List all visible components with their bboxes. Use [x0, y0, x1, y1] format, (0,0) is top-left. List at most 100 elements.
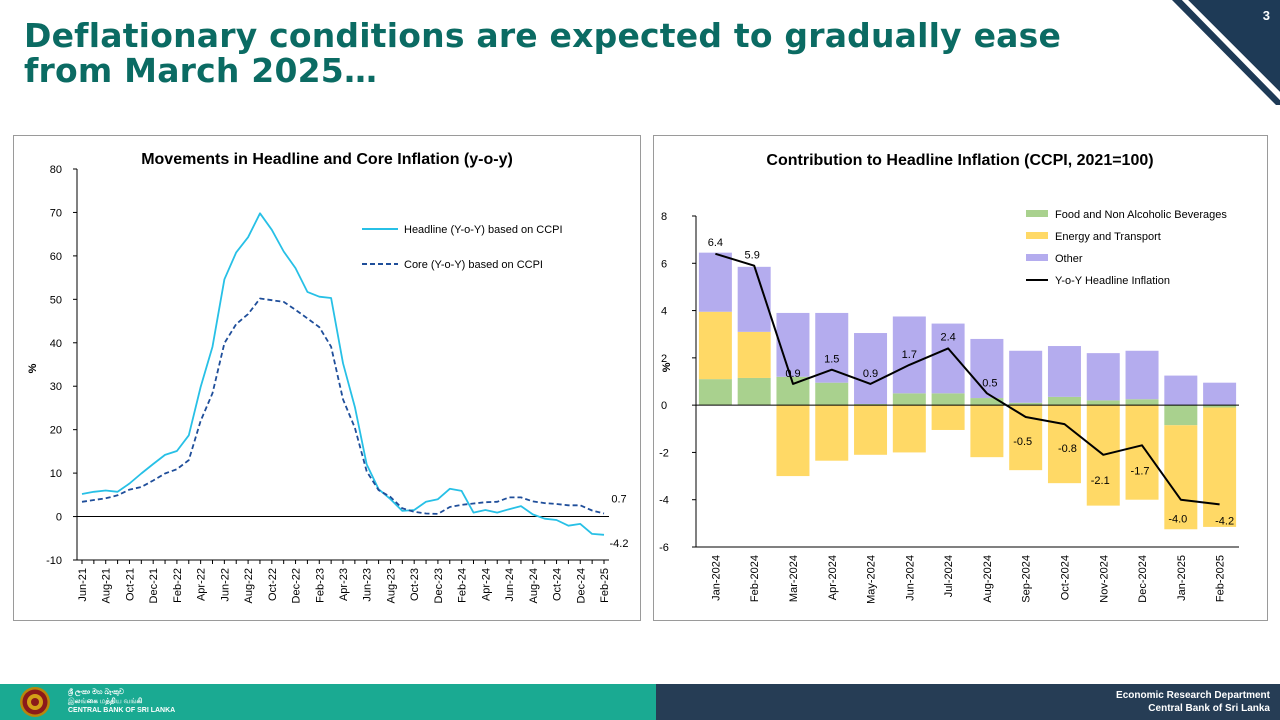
energy-bar — [1125, 405, 1159, 500]
yoy-data-label: -4.2 — [1215, 515, 1234, 527]
other-bar — [1203, 382, 1237, 406]
x-tick-label: Feb-25 — [599, 568, 611, 603]
x-tick-label: Dec-22 — [291, 568, 303, 603]
x-tick-label: Oct-21 — [124, 568, 136, 601]
x-tick-label: Apr-23 — [338, 568, 350, 601]
y-tick-label: 0 — [56, 512, 62, 524]
yoy-data-label: -0.8 — [1058, 443, 1077, 455]
legend-label: Y-o-Y Headline Inflation — [1055, 275, 1170, 287]
core-line — [81, 297, 605, 515]
legend-swatch — [1026, 210, 1048, 217]
end-value-label: 0.7 — [611, 494, 626, 506]
energy-bar — [698, 311, 732, 380]
contribution-chart-panel: Contribution to Headline Inflation (CCPI… — [653, 135, 1268, 621]
x-tick-label: Oct-2024 — [1059, 555, 1071, 600]
energy-bar — [854, 405, 888, 455]
x-tick-label: Jul-2024 — [943, 555, 955, 597]
footer-department-band: Economic Research Department Central Ban… — [656, 684, 1280, 720]
legend-label: Energy and Transport — [1055, 231, 1161, 243]
yoy-data-label: -0.5 — [1013, 436, 1032, 448]
organization-name: Central Bank of Sri Lanka — [1148, 703, 1270, 714]
chart-title: Movements in Headline and Core Inflation… — [141, 151, 513, 168]
x-tick-label: Apr-22 — [196, 568, 208, 601]
other-bar — [698, 252, 732, 312]
x-tick-label: Nov-2024 — [1098, 555, 1110, 603]
food-bar — [892, 393, 926, 406]
y-tick-label: 6 — [661, 258, 667, 270]
food-bar — [1047, 396, 1081, 406]
legend-label: Headline (Y-o-Y) based on CCPI — [404, 224, 563, 236]
energy-bar — [1047, 405, 1081, 484]
yoy-data-label: -1.7 — [1131, 465, 1150, 477]
y-tick-label: 20 — [50, 425, 62, 437]
x-tick-label: Apr-2024 — [827, 555, 839, 600]
energy-bar — [931, 405, 965, 430]
x-tick-label: Feb-24 — [457, 568, 469, 603]
energy-bar — [1164, 425, 1198, 530]
contribution-to-headline-inflation-chart: Contribution to Headline Inflation (CCPI… — [659, 152, 1239, 604]
food-bar — [931, 393, 965, 406]
x-tick-label: Feb-2024 — [749, 555, 761, 602]
x-tick-label: Jun-23 — [362, 568, 374, 602]
x-tick-label: Feb-23 — [314, 568, 326, 603]
other-bar — [892, 316, 926, 394]
energy-bar — [1203, 407, 1237, 527]
other-bar — [1009, 350, 1043, 403]
x-tick-label: Dec-23 — [433, 568, 445, 603]
x-tick-label: Feb-22 — [172, 568, 184, 603]
x-tick-label: Mar-2024 — [788, 555, 800, 602]
yoy-headline-line — [715, 252, 1220, 506]
y-tick-label: 40 — [50, 338, 62, 350]
legend-swatch — [1026, 254, 1048, 261]
yoy-data-label: -2.1 — [1091, 475, 1110, 487]
bank-name-english: CENTRAL BANK OF SRI LANKA — [68, 707, 176, 714]
food-bar — [970, 398, 1004, 406]
yoy-data-label: -4.0 — [1168, 514, 1187, 526]
headline-core-inflation-chart-panel: Movements in Headline and Core Inflation… — [13, 135, 641, 621]
x-tick-label: Dec-24 — [575, 568, 587, 603]
x-tick-label: Jan-2024 — [710, 555, 722, 601]
x-tick-label: Apr-24 — [480, 568, 492, 601]
y-tick-label: 70 — [50, 207, 62, 219]
y-tick-label: 50 — [50, 294, 62, 306]
y-tick-label: 10 — [50, 468, 62, 480]
x-tick-label: Aug-24 — [528, 568, 540, 603]
x-tick-label: Feb-2025 — [1215, 555, 1227, 602]
other-bar — [970, 338, 1004, 399]
chart-title: Contribution to Headline Inflation (CCPI… — [766, 152, 1153, 169]
legend-label: Other — [1055, 253, 1083, 265]
x-tick-label: Jun-2024 — [904, 555, 916, 601]
other-bar — [931, 323, 965, 394]
energy-bar — [737, 331, 771, 378]
food-bar — [1125, 399, 1159, 406]
x-tick-label: Dec-21 — [148, 568, 160, 603]
yoy-data-label: 5.9 — [745, 250, 760, 262]
energy-bar — [776, 405, 810, 477]
food-bar — [854, 403, 888, 406]
bank-name-tamil: இலங்கை மத்திய வங்கி — [68, 698, 143, 705]
x-tick-label: Dec-2024 — [1137, 555, 1149, 603]
food-bar — [1203, 405, 1237, 408]
y-tick-label: 80 — [50, 164, 62, 176]
x-tick-label: Oct-23 — [409, 568, 421, 601]
y-tick-label: 8 — [661, 211, 667, 223]
central-bank-seal-logo — [20, 687, 50, 717]
bank-name-sinhala: ශ්‍රී ලංකා මහ බැංකුව — [68, 689, 124, 696]
yoy-data-label: 6.4 — [708, 237, 723, 249]
y-tick-label: -4 — [659, 495, 669, 507]
x-tick-label: Aug-23 — [385, 568, 397, 603]
food-bar — [737, 377, 771, 406]
x-tick-label: Sep-2024 — [1021, 555, 1033, 603]
x-tick-label: Jun-22 — [219, 568, 231, 602]
other-bar — [776, 312, 810, 377]
food-bar — [815, 382, 849, 406]
legend-label: Food and Non Alcoholic Beverages — [1055, 209, 1227, 221]
x-tick-label: Aug-21 — [101, 568, 113, 603]
x-tick-label: Aug-2024 — [982, 555, 994, 603]
x-tick-label: Oct-24 — [552, 568, 564, 601]
y-tick-label: 60 — [50, 251, 62, 263]
y-axis-label: % — [27, 363, 39, 373]
other-bar — [854, 333, 888, 404]
yoy-data-label: 1.5 — [824, 354, 839, 366]
y-tick-label: -2 — [659, 447, 669, 459]
